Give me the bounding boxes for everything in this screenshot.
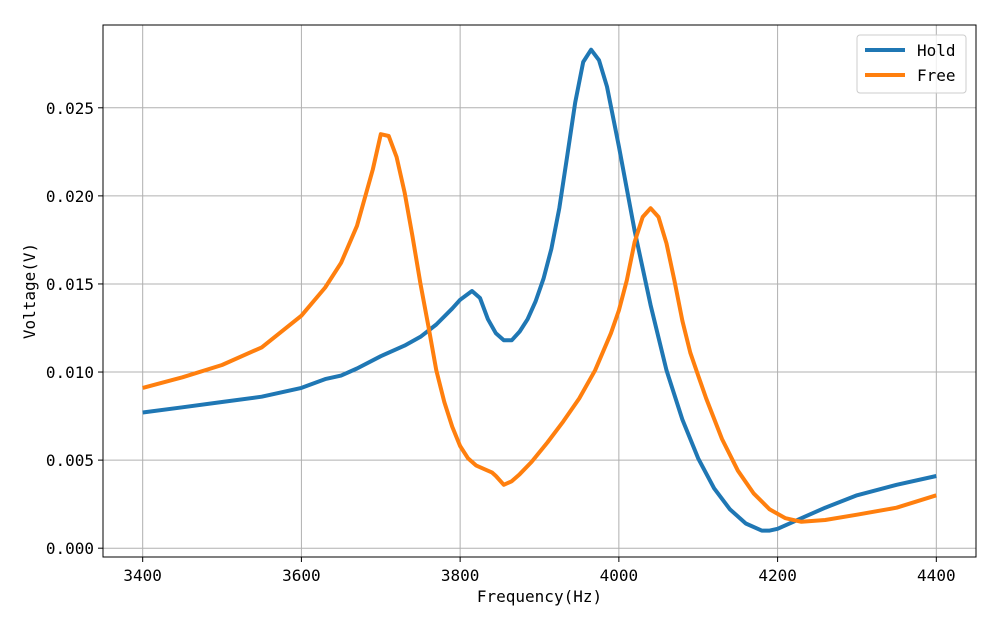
y-tick-label: 0.020 [46, 187, 94, 206]
x-tick-label: 3600 [282, 566, 321, 585]
x-tick-label: 4000 [600, 566, 639, 585]
legend-label-hold: Hold [917, 41, 956, 60]
y-tick-label: 0.005 [46, 451, 94, 470]
x-tick-label: 3400 [123, 566, 162, 585]
series-line-free [142, 132, 937, 524]
x-axis: 3400 3600 3800 4000 4200 4400 [123, 557, 956, 585]
x-tick-label: 3800 [441, 566, 480, 585]
x-tick-label: 4400 [917, 566, 956, 585]
legend-label-free: Free [917, 66, 956, 85]
legend: Hold Free [856, 34, 967, 94]
y-tick-label: 0.010 [46, 363, 94, 382]
y-tick-label: 0.025 [46, 99, 94, 118]
y-axis: 0.000 0.005 0.010 0.015 0.020 0.025 [46, 99, 103, 558]
series-layer [142, 47, 937, 533]
x-axis-label: Frequency(Hz) [477, 587, 602, 606]
y-axis-label: Voltage(V) [20, 243, 39, 339]
series-line-hold [142, 47, 937, 533]
plot-frame [102, 24, 977, 558]
grid [103, 25, 976, 557]
x-tick-label: 4200 [758, 566, 797, 585]
y-tick-label: 0.015 [46, 275, 94, 294]
y-tick-label: 0.000 [46, 539, 94, 558]
